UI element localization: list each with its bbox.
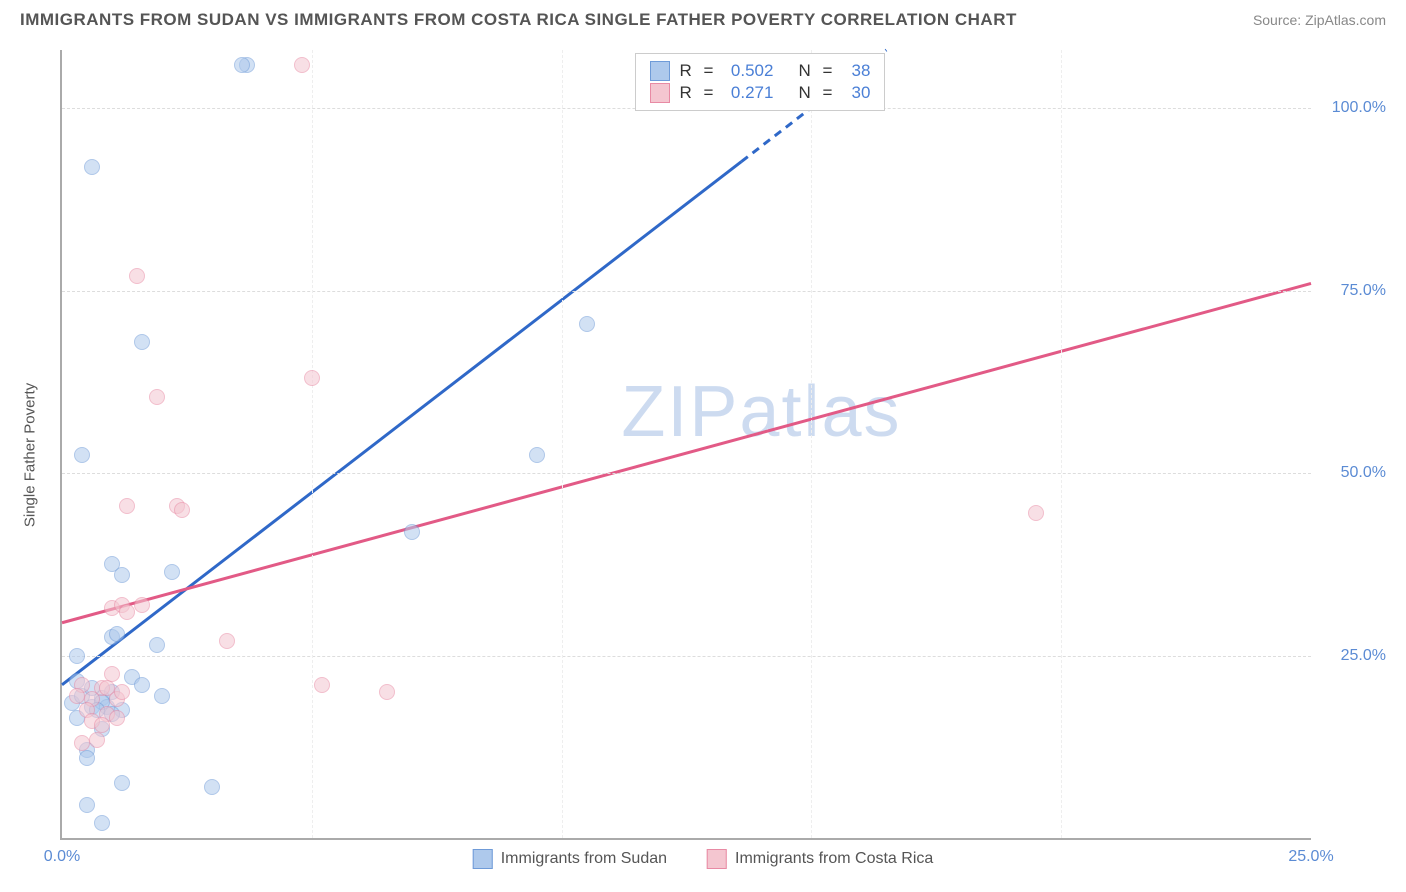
data-point bbox=[234, 57, 250, 73]
data-point bbox=[119, 498, 135, 514]
gridline-h bbox=[62, 656, 1311, 657]
data-point bbox=[74, 447, 90, 463]
equals-sign: = bbox=[704, 61, 714, 81]
data-point bbox=[114, 567, 130, 583]
data-point bbox=[149, 637, 165, 653]
data-point bbox=[1028, 505, 1044, 521]
n-value: 30 bbox=[842, 83, 870, 103]
data-point bbox=[379, 684, 395, 700]
legend-row-costarica: R = 0.271 N = 30 bbox=[650, 82, 871, 104]
r-value: 0.502 bbox=[723, 61, 773, 81]
data-point bbox=[219, 633, 235, 649]
gridline-v bbox=[312, 50, 313, 838]
n-label: N bbox=[798, 61, 812, 81]
data-point bbox=[114, 684, 130, 700]
data-point bbox=[129, 268, 145, 284]
equals-sign: = bbox=[822, 61, 832, 81]
chart-title: IMMIGRANTS FROM SUDAN VS IMMIGRANTS FROM… bbox=[20, 10, 1017, 30]
swatch-icon bbox=[473, 849, 493, 869]
data-point bbox=[74, 735, 90, 751]
data-point bbox=[109, 626, 125, 642]
data-point bbox=[154, 688, 170, 704]
gridline-h bbox=[62, 291, 1311, 292]
data-point bbox=[79, 750, 95, 766]
legend-item-sudan: Immigrants from Sudan bbox=[473, 849, 667, 869]
n-label: N bbox=[798, 83, 812, 103]
legend-top: R = 0.502 N = 38 R = 0.271 N = 30 bbox=[635, 53, 886, 111]
data-point bbox=[69, 688, 85, 704]
swatch-icon bbox=[650, 83, 670, 103]
ytick-label: 75.0% bbox=[1321, 282, 1386, 300]
data-point bbox=[94, 815, 110, 831]
data-point bbox=[164, 564, 180, 580]
regression-lines bbox=[62, 50, 1311, 838]
xtick-label: 0.0% bbox=[44, 848, 80, 866]
data-point bbox=[149, 389, 165, 405]
chart-container: Single Father Poverty ZIPatlas 25.0%50.0… bbox=[10, 35, 1396, 875]
gridline-v bbox=[562, 50, 563, 838]
equals-sign: = bbox=[704, 83, 714, 103]
legend-bottom: Immigrants from Sudan Immigrants from Co… bbox=[473, 849, 934, 869]
data-point bbox=[579, 316, 595, 332]
legend-item-costarica: Immigrants from Costa Rica bbox=[707, 849, 933, 869]
gridline-v bbox=[1061, 50, 1062, 838]
data-point bbox=[134, 677, 150, 693]
data-point bbox=[104, 666, 120, 682]
ytick-label: 100.0% bbox=[1321, 99, 1386, 117]
r-label: R bbox=[680, 83, 694, 103]
r-value: 0.271 bbox=[723, 83, 773, 103]
data-point bbox=[304, 370, 320, 386]
data-point bbox=[94, 717, 110, 733]
ytick-label: 25.0% bbox=[1321, 647, 1386, 665]
data-point bbox=[69, 648, 85, 664]
data-point bbox=[109, 710, 125, 726]
legend-label: Immigrants from Sudan bbox=[501, 850, 667, 868]
swatch-icon bbox=[650, 61, 670, 81]
equals-sign: = bbox=[822, 83, 832, 103]
data-point bbox=[114, 775, 130, 791]
legend-label: Immigrants from Costa Rica bbox=[735, 850, 933, 868]
data-point bbox=[174, 502, 190, 518]
watermark: ZIPatlas bbox=[621, 371, 901, 453]
ytick-label: 50.0% bbox=[1321, 464, 1386, 482]
r-label: R bbox=[680, 61, 694, 81]
gridline-h bbox=[62, 473, 1311, 474]
data-point bbox=[89, 732, 105, 748]
data-point bbox=[529, 447, 545, 463]
data-point bbox=[84, 159, 100, 175]
data-point bbox=[294, 57, 310, 73]
xtick-label: 25.0% bbox=[1288, 848, 1333, 866]
data-point bbox=[204, 779, 220, 795]
data-point bbox=[79, 797, 95, 813]
data-point bbox=[119, 604, 135, 620]
y-axis-label: Single Father Poverty bbox=[22, 383, 39, 527]
data-point bbox=[404, 524, 420, 540]
data-point bbox=[134, 334, 150, 350]
legend-row-sudan: R = 0.502 N = 38 bbox=[650, 60, 871, 82]
gridline-v bbox=[811, 50, 812, 838]
data-point bbox=[314, 677, 330, 693]
data-point bbox=[134, 597, 150, 613]
swatch-icon bbox=[707, 849, 727, 869]
source-label: Source: ZipAtlas.com bbox=[1253, 12, 1386, 28]
plot-area: ZIPatlas 25.0%50.0%75.0%100.0%0.0%25.0% bbox=[60, 50, 1311, 840]
n-value: 38 bbox=[842, 61, 870, 81]
